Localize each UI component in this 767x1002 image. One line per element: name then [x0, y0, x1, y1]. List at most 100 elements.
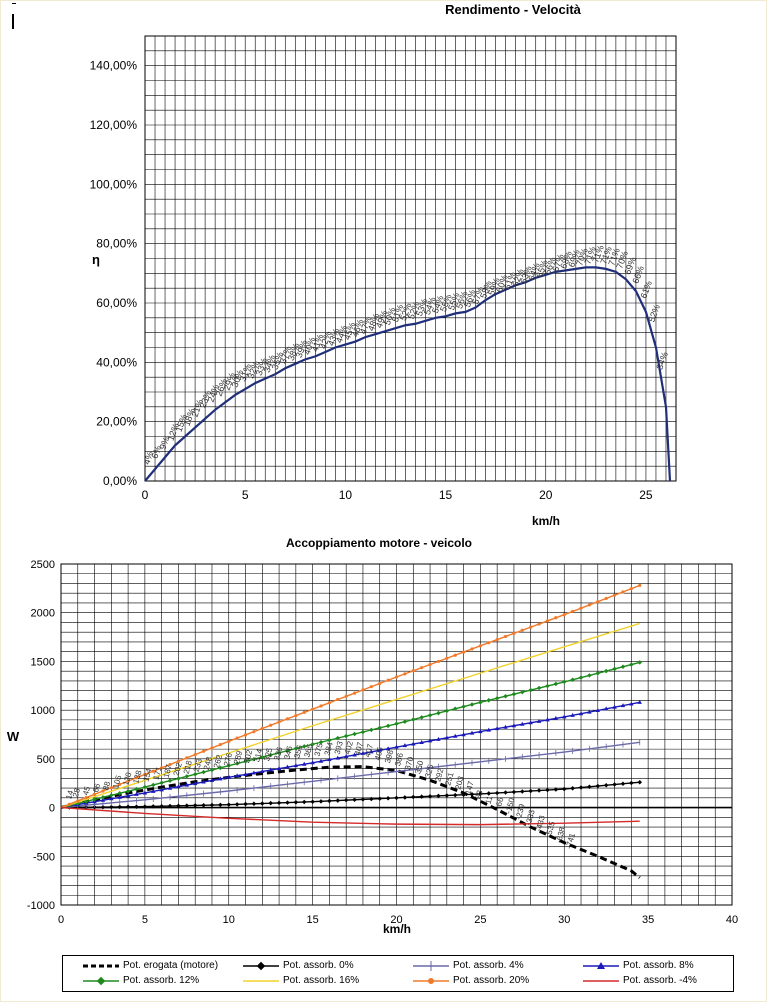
data-label: -333 — [524, 808, 537, 826]
y-tick-label: 40,00% — [96, 355, 137, 369]
series-marker — [545, 683, 550, 689]
legend-swatch-12 — [83, 976, 119, 985]
legend-swatch-16 — [243, 979, 279, 982]
legend-item: Pot. assorb. 4% — [413, 960, 524, 971]
series-marker — [168, 762, 172, 767]
y-tick-label: 80,00% — [96, 237, 137, 251]
series-marker — [360, 797, 366, 802]
series-marker — [193, 752, 197, 757]
legend-label: Pot. assorb. -4% — [623, 975, 697, 986]
data-label: 393 — [333, 740, 345, 756]
y-tick-label: 140,00% — [90, 59, 138, 73]
y-tick-label: 0 — [49, 803, 55, 815]
series-marker — [427, 712, 433, 718]
series-marker — [134, 791, 139, 796]
series-marker — [100, 804, 106, 810]
series-marker — [428, 662, 432, 667]
x-tick-label: 30 — [558, 914, 570, 926]
series-marker — [444, 735, 450, 740]
data-label: -66 — [494, 796, 506, 810]
series-marker — [302, 761, 307, 766]
data-label: 262 — [212, 753, 224, 769]
series-marker — [185, 756, 189, 760]
series-marker — [402, 795, 408, 800]
data-label: 407 — [353, 741, 365, 757]
data-label: 336 — [272, 745, 284, 761]
data-label: 147 — [464, 780, 476, 796]
x-axis-label: km/h — [532, 514, 560, 528]
series-marker — [378, 681, 382, 686]
x-tick-label: 25 — [474, 914, 486, 926]
series-marker — [419, 715, 424, 720]
series-marker — [251, 770, 257, 775]
x-tick-label: 10 — [339, 488, 353, 502]
series-marker — [554, 616, 558, 620]
y-tick-label: -500 — [33, 851, 55, 863]
series-marker — [427, 794, 433, 799]
series-marker — [134, 776, 139, 780]
series-marker — [260, 769, 265, 774]
legend-label: Pot. assorb. 4% — [453, 960, 524, 971]
x-tick-label: 25 — [639, 488, 653, 502]
legend-swatch-4 — [413, 960, 449, 971]
series-marker — [285, 764, 290, 769]
data-label: -239 — [514, 802, 527, 820]
data-label: 154 — [141, 767, 153, 783]
series-marker — [621, 590, 625, 594]
data-label: 11 — [484, 794, 495, 805]
series-marker — [201, 749, 206, 753]
series-marker — [595, 670, 601, 676]
corner-tick — [12, 3, 16, 4]
series-marker — [629, 701, 634, 706]
legend-label: Pot. erogata (motore) — [123, 960, 219, 971]
series-marker — [453, 733, 458, 738]
series-marker — [311, 707, 315, 711]
series-marker — [327, 701, 331, 705]
data-label: 346 — [282, 744, 294, 760]
x-tick-label: 10 — [223, 914, 235, 926]
data-label: 402 — [343, 740, 355, 756]
series-marker — [503, 790, 508, 795]
series-marker — [403, 672, 407, 676]
series-marker — [570, 712, 575, 717]
series-marker — [335, 755, 340, 760]
legend-item: Pot. assorb. 0% — [243, 960, 354, 971]
data-label: 4% — [141, 450, 155, 466]
series-marker — [167, 785, 173, 790]
series-marker — [209, 767, 215, 773]
legend-swatch-minus4 — [583, 979, 619, 982]
x-tick-label: 5 — [242, 488, 249, 502]
series-marker — [596, 600, 600, 604]
series-marker — [478, 791, 483, 797]
x-tick-label: 5 — [142, 914, 148, 926]
series-marker — [369, 796, 374, 802]
series-marker — [562, 613, 566, 617]
text-cursor — [12, 14, 14, 29]
series-marker — [562, 714, 567, 719]
series-marker — [394, 795, 399, 801]
data-label: 66 — [91, 782, 102, 793]
series-marker — [285, 800, 290, 805]
data-label: 407 — [363, 743, 375, 759]
data-label: 138 — [131, 769, 143, 785]
series-marker — [561, 786, 567, 792]
series-marker — [520, 689, 525, 695]
data-label: 105 — [111, 774, 123, 790]
y-tick-label: -1000 — [27, 900, 55, 912]
series-marker — [511, 723, 517, 728]
series-marker — [344, 694, 348, 698]
series-marker — [100, 797, 106, 802]
data-label: -535 — [544, 820, 557, 838]
y-tick-label: 100,00% — [90, 177, 138, 191]
series-marker — [587, 603, 592, 607]
series-marker — [276, 766, 282, 771]
series-marker — [319, 704, 323, 708]
series-marker — [101, 789, 105, 793]
series-marker — [638, 583, 642, 588]
chart-title: Rendimento - Velocità — [445, 2, 582, 17]
series-marker — [125, 793, 131, 798]
series-line — [60, 806, 640, 826]
legend-item: Pot. assorb. 16% — [243, 975, 359, 986]
series-marker — [109, 786, 113, 790]
series-marker — [536, 788, 542, 793]
